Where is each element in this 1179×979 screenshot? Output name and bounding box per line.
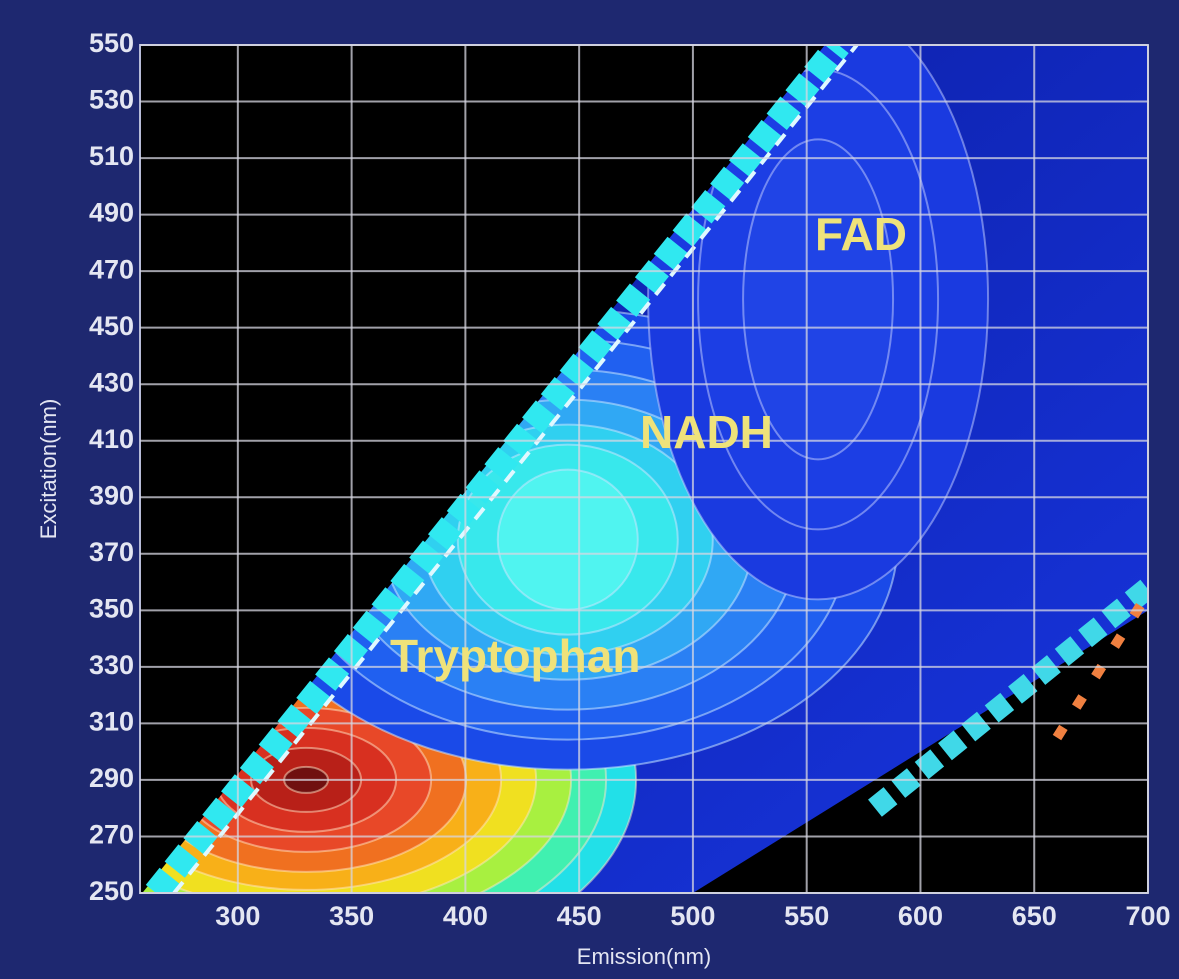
x-tick-label: 550 [784, 901, 829, 931]
y-tick-label: 270 [89, 820, 134, 850]
y-axis-label: Excitation(nm) [36, 399, 61, 540]
y-tick-label: 550 [89, 28, 134, 58]
plot-area [140, 45, 1148, 893]
x-tick-label: 600 [898, 901, 943, 931]
x-tick-label: 700 [1125, 901, 1170, 931]
y-tick-label: 250 [89, 876, 134, 906]
x-tick-label: 500 [670, 901, 715, 931]
x-axis-label: Emission(nm) [577, 944, 711, 969]
y-tick-label: 290 [89, 763, 134, 793]
annotation: FAD [815, 208, 907, 260]
y-tick-label: 390 [89, 480, 134, 510]
annotation: Tryptophan [390, 630, 640, 682]
x-tick-label: 300 [215, 901, 260, 931]
y-tick-label: 510 [89, 141, 134, 171]
y-tick-label: 430 [89, 367, 134, 397]
x-tick-label: 450 [557, 901, 602, 931]
rayleigh-mask [140, 45, 825, 893]
annotation: NADH [640, 406, 773, 458]
x-tick-label: 400 [443, 901, 488, 931]
rayleigh-band [145, 45, 849, 893]
y-tick-label: 370 [89, 537, 134, 567]
y-tick-label: 410 [89, 424, 134, 454]
x-tick-label: 350 [329, 901, 374, 931]
y-tick-label: 490 [89, 198, 134, 228]
y-tick-label: 450 [89, 311, 134, 341]
y-tick-label: 350 [89, 593, 134, 623]
peak [742, 138, 895, 461]
y-tick-label: 470 [89, 254, 134, 284]
rayleigh-band [172, 45, 859, 893]
y-tick-label: 530 [89, 85, 134, 115]
y-tick-label: 310 [89, 707, 134, 737]
y-tick-label: 330 [89, 650, 134, 680]
x-tick-label: 650 [1012, 901, 1057, 931]
peak [496, 468, 639, 611]
